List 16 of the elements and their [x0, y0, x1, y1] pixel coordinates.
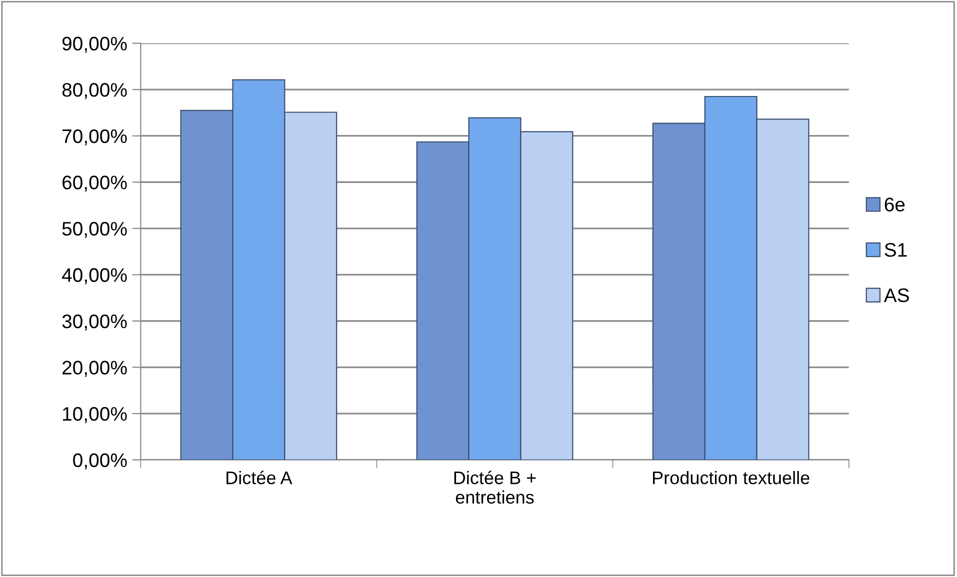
y-tick-label: 10,00%: [63, 407, 127, 424]
y-tick-label: 60,00%: [62, 176, 127, 192]
y-tick-label: 40,00%: [62, 268, 127, 284]
legend-label: 6e: [884, 198, 905, 212]
y-tick-label: 90,00%: [62, 36, 127, 53]
y-tick-label: 20,00%: [62, 360, 127, 377]
y-tick-label: 0,00%: [73, 453, 127, 470]
legend-label: S1: [884, 243, 907, 257]
y-tick-label: 80,00%: [62, 83, 127, 100]
x-tick-label: Dictée A: [226, 470, 292, 484]
x-tick-label: Dictée B + entretiens: [454, 470, 536, 504]
y-tick-label: 70,00%: [62, 129, 127, 146]
x-tick-label: Production textuelle: [653, 470, 810, 484]
legend-label: AS: [884, 288, 909, 302]
y-tick-label: 30,00%: [62, 314, 127, 331]
y-tick-label: 50,00%: [62, 222, 127, 238]
